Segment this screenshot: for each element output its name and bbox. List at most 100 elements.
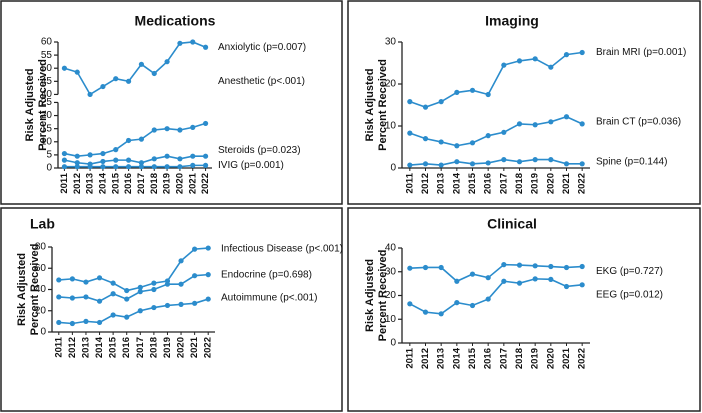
panel-title: Imaging — [485, 13, 539, 29]
data-point — [100, 164, 106, 170]
data-point — [178, 301, 184, 307]
data-point — [56, 294, 62, 300]
data-point — [563, 264, 570, 271]
data-point — [83, 294, 89, 300]
panel-title: Clinical — [487, 216, 537, 232]
y-tick-label: 0 — [46, 163, 52, 174]
y-axis-label: Percent Received — [377, 250, 389, 342]
x-tick-label: 2012 — [420, 173, 431, 194]
x-tick-label: 2018 — [514, 173, 525, 194]
y-tick-label: 20 — [35, 305, 47, 316]
series-line — [409, 51, 583, 108]
data-point — [110, 312, 116, 318]
data-point — [113, 164, 119, 170]
y-tick-label: 20 — [385, 290, 397, 301]
data-point — [61, 65, 68, 71]
x-tick-label: 2021 — [561, 347, 572, 369]
data-point — [438, 264, 444, 271]
data-point — [407, 265, 413, 271]
x-tick-label: 2018 — [514, 348, 525, 369]
y-tick-label: 5 — [46, 150, 52, 161]
data-point — [438, 99, 444, 105]
y-axis-label: Percent Received — [29, 244, 41, 336]
data-point — [469, 271, 476, 277]
data-point — [69, 320, 75, 327]
data-point — [548, 276, 554, 282]
x-tick-label: 2014 — [451, 347, 462, 369]
data-point — [164, 153, 170, 159]
data-point — [151, 70, 157, 77]
y-tick-label: 40 — [35, 284, 47, 295]
y-tick-label: 0 — [390, 338, 396, 349]
x-tick-label: 2015 — [108, 336, 119, 358]
data-point — [100, 150, 106, 157]
data-point — [501, 62, 507, 68]
data-point — [100, 158, 106, 165]
x-tick-label: 2022 — [577, 348, 588, 369]
panel-border — [0, 0, 343, 205]
data-point — [137, 308, 143, 314]
series-line — [58, 273, 209, 303]
data-point — [202, 153, 209, 159]
data-point — [151, 280, 157, 286]
x-tick-label: 2017 — [136, 173, 147, 194]
x-tick-label: 2015 — [467, 347, 478, 369]
data-point — [177, 156, 183, 162]
series-label: IVIG (p=0.001) — [218, 160, 284, 171]
data-point — [485, 91, 491, 98]
data-point — [202, 44, 209, 50]
y-tick-label: 30 — [385, 266, 397, 277]
data-point — [87, 152, 93, 158]
series-label: Spine (p=0.144) — [596, 156, 667, 167]
y-tick-label: 55 — [41, 50, 53, 61]
x-tick-label: 2013 — [85, 173, 96, 194]
data-point — [164, 126, 170, 132]
data-point — [125, 78, 132, 84]
data-point — [164, 59, 170, 65]
data-point — [532, 276, 538, 282]
data-point — [124, 287, 130, 294]
data-point — [125, 157, 132, 163]
series-line — [409, 115, 583, 147]
series-line — [64, 122, 206, 158]
data-point — [74, 153, 80, 159]
data-point — [454, 143, 460, 149]
x-tick-label: 2019 — [162, 173, 173, 194]
y-axis-label: Percent Received — [37, 59, 49, 151]
data-point — [422, 136, 429, 142]
data-point — [124, 296, 130, 302]
data-point — [151, 127, 157, 133]
series-line — [58, 298, 209, 325]
data-point — [56, 277, 62, 283]
x-tick-label: 2017 — [498, 173, 509, 194]
data-point — [190, 39, 196, 45]
data-point — [164, 164, 170, 170]
data-point — [516, 280, 523, 286]
x-tick-label: 2011 — [53, 336, 64, 357]
data-point — [125, 137, 132, 144]
data-point — [454, 89, 460, 95]
y-tick-label: 0 — [40, 327, 46, 338]
data-point — [96, 275, 103, 281]
x-tick-label: 2021 — [561, 172, 572, 194]
data-point — [83, 318, 89, 324]
data-point — [501, 278, 507, 284]
series-label: Anesthetic (p<.001) — [218, 76, 305, 87]
x-tick-label: 2013 — [436, 348, 447, 369]
x-tick-label: 2018 — [149, 173, 160, 194]
x-tick-label: 2019 — [162, 337, 173, 358]
series-label: Anxiolytic (p=0.007) — [218, 42, 306, 53]
y-tick-label: 20 — [41, 110, 53, 121]
x-tick-label: 2018 — [148, 337, 159, 358]
x-tick-label: 2021 — [187, 172, 198, 194]
series-label: Brain MRI (p=0.001) — [596, 47, 686, 58]
data-point — [407, 130, 413, 136]
x-tick-label: 2013 — [436, 173, 447, 194]
data-point — [151, 156, 157, 162]
x-tick-label: 2016 — [483, 348, 494, 369]
y-axis-label: Risk Adjusted — [24, 69, 36, 142]
data-point — [469, 161, 476, 167]
data-point — [516, 159, 523, 165]
y-axis-label: Risk Adjusted — [364, 69, 376, 142]
data-point — [61, 150, 68, 157]
